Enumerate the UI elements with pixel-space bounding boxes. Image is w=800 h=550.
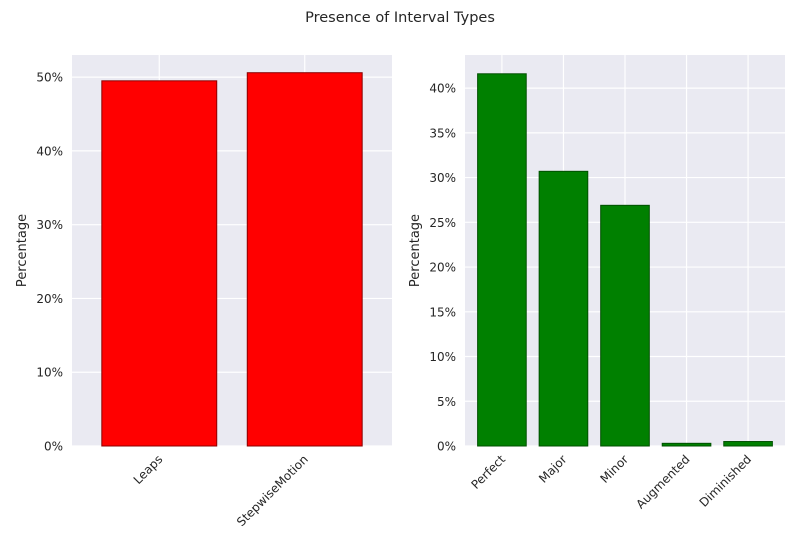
y-axis-label: Percentage — [15, 214, 30, 287]
bar-minor — [600, 204, 650, 447]
y-tick-label: 30% — [36, 218, 63, 232]
y-tick-label: 0% — [44, 440, 63, 454]
bar-major — [538, 170, 589, 447]
y-tick-label: 20% — [429, 261, 456, 275]
x-tick-label: Minor — [597, 452, 631, 486]
x-tick-label: Diminished — [697, 452, 755, 510]
x-tick-label: StepwiseMotion — [234, 452, 311, 529]
bar-augmented — [661, 442, 712, 447]
x-tick-label: Augmented — [633, 452, 692, 511]
y-tick-label: 15% — [429, 305, 456, 319]
x-tick-label: Leaps — [131, 452, 166, 487]
y-tick-label: 40% — [429, 82, 456, 96]
x-tick-label: Major — [536, 452, 570, 486]
bar-leaps — [101, 80, 218, 447]
y-tick-label: 30% — [429, 171, 456, 185]
x-tick-label: Perfect — [468, 452, 508, 492]
y-tick-label: 50% — [36, 71, 63, 85]
y-tick-label: 35% — [429, 126, 456, 140]
y-tick-label: 20% — [36, 292, 63, 306]
y-tick-label: 25% — [429, 216, 456, 230]
bar-stepwisemotion — [246, 72, 363, 447]
bar-perfect — [477, 73, 527, 447]
y-tick-label: 40% — [36, 144, 63, 158]
y-axis-label: Percentage — [408, 214, 423, 287]
figure-title: Presence of Interval Types — [305, 10, 495, 26]
y-tick-label: 10% — [36, 366, 63, 380]
bar-diminished — [723, 441, 773, 447]
y-tick-label: 0% — [437, 440, 456, 454]
y-tick-label: 10% — [429, 350, 456, 364]
y-tick-label: 5% — [437, 395, 456, 409]
right-chart-panel: 0% 5% 10% 15% 20% 25% 30% 35% 40% Perfect Major Min… — [408, 55, 785, 511]
left-chart-panel: 0% 10% 20% 30% 40% 50% Leaps StepwiseMotion Perc… — [15, 55, 392, 529]
